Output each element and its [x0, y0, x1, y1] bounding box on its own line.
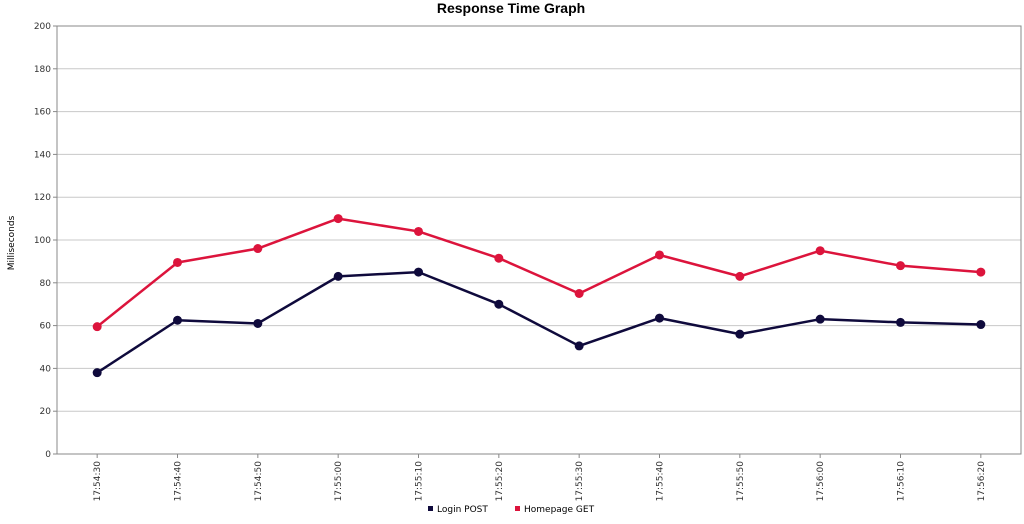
series-line	[96, 217, 981, 328]
data-point	[976, 320, 986, 330]
data-point	[896, 261, 905, 271]
x-tick-label: 17:56:00	[816, 461, 826, 502]
data-point	[735, 329, 745, 339]
x-tick-label: 17:55:20	[495, 461, 505, 502]
x-tick-label: 17:54:40	[174, 461, 184, 502]
legend-swatch	[428, 506, 433, 511]
legend-swatch	[515, 506, 520, 511]
data-point	[173, 315, 182, 325]
x-axis-ticks: 17:54:30 17:54:40 17:54:50 17:55:00 17:55:10…	[93, 454, 987, 501]
data-point	[976, 267, 986, 277]
x-tick-label: 17:54:50	[254, 461, 264, 502]
series-login-post	[92, 267, 986, 378]
x-tick-label: 17:55:50	[736, 461, 746, 502]
data-point	[253, 244, 263, 254]
y-axis-label: Milliseconds	[7, 215, 17, 270]
grid-lines	[57, 25, 1021, 455]
y-tick-label: 80	[40, 279, 52, 289]
data-point	[494, 253, 504, 263]
data-point	[333, 214, 343, 224]
legend-label: Homepage GET	[524, 505, 595, 515]
data-point	[896, 317, 905, 327]
x-tick-label: 17:54:30	[93, 461, 103, 502]
x-tick-label: 17:55:10	[415, 461, 425, 502]
data-point	[574, 341, 584, 351]
data-point	[574, 289, 584, 298]
data-point	[735, 271, 745, 281]
y-tick-label: 180	[34, 65, 51, 75]
y-tick-label: 20	[40, 407, 52, 417]
legend-label: Login POST	[437, 505, 488, 515]
x-tick-label: 17:55:00	[334, 461, 344, 502]
data-point	[253, 318, 263, 328]
data-point	[414, 226, 423, 236]
chart-title: Response Time Graph	[437, 0, 585, 16]
series-line	[96, 270, 981, 374]
data-point	[92, 368, 102, 378]
data-point	[333, 271, 343, 281]
x-tick-label: 17:56:10	[897, 461, 907, 502]
x-tick-label: 17:55:40	[656, 461, 666, 502]
series-homepage-get	[92, 214, 986, 332]
data-point	[494, 299, 504, 309]
y-axis-ticks: 0 20 40 60 80 100 120 140 160 180 200	[34, 22, 57, 460]
y-tick-label: 140	[34, 150, 51, 160]
data-point	[92, 322, 102, 332]
y-tick-label: 120	[34, 193, 51, 203]
plot-area	[56, 25, 1022, 455]
y-tick-label: 160	[34, 108, 51, 118]
y-tick-label: 100	[34, 236, 51, 246]
y-tick-label: 40	[40, 364, 52, 374]
data-point	[815, 314, 825, 324]
y-tick-label: 0	[45, 450, 51, 460]
data-point	[173, 257, 182, 267]
y-tick-label: 60	[40, 322, 52, 332]
x-tick-label: 17:55:30	[575, 461, 585, 502]
x-tick-label: 17:56:20	[977, 461, 987, 502]
series-layer	[92, 214, 986, 378]
data-point	[655, 313, 664, 323]
data-point	[414, 267, 423, 277]
legend: Login POST Homepage GET	[428, 505, 595, 515]
data-point	[655, 250, 664, 260]
data-point	[815, 246, 825, 256]
y-tick-label: 200	[34, 22, 51, 32]
